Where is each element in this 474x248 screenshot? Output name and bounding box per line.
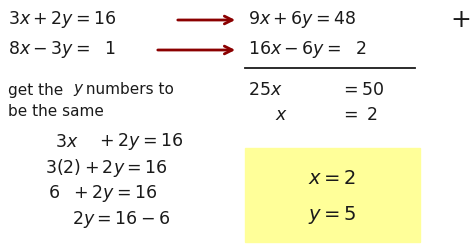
Text: $+$: $+$ — [450, 8, 470, 32]
Text: $= \ 2$: $= \ 2$ — [340, 106, 378, 124]
Text: $3(2) + 2y = 16$: $3(2) + 2y = 16$ — [45, 157, 168, 179]
Text: $8x - 3y = \ \ 1$: $8x - 3y = \ \ 1$ — [8, 39, 116, 61]
Text: $3x + 2y = 16$: $3x + 2y = 16$ — [8, 9, 117, 31]
Text: $y$: $y$ — [73, 82, 84, 98]
Text: $x = 2$: $x = 2$ — [308, 168, 356, 187]
Text: $\ \ + 2y = 16$: $\ \ + 2y = 16$ — [85, 131, 183, 153]
Text: $9x + 6y = 48$: $9x + 6y = 48$ — [248, 9, 356, 31]
Text: $2y = 16 - 6$: $2y = 16 - 6$ — [72, 210, 170, 230]
Text: be the same: be the same — [8, 104, 104, 120]
Text: $16x - 6y = \ \ 2$: $16x - 6y = \ \ 2$ — [248, 39, 367, 61]
Text: $3x$: $3x$ — [55, 133, 79, 151]
Text: $x$: $x$ — [275, 106, 288, 124]
FancyBboxPatch shape — [245, 148, 420, 242]
Text: $25x$: $25x$ — [248, 81, 283, 99]
Text: numbers to: numbers to — [81, 83, 174, 97]
Text: get the: get the — [8, 83, 68, 97]
Text: $= 50$: $= 50$ — [340, 81, 384, 99]
Text: $6 \ \ + 2y = 16$: $6 \ \ + 2y = 16$ — [48, 184, 157, 205]
Text: $y = 5$: $y = 5$ — [308, 204, 357, 226]
